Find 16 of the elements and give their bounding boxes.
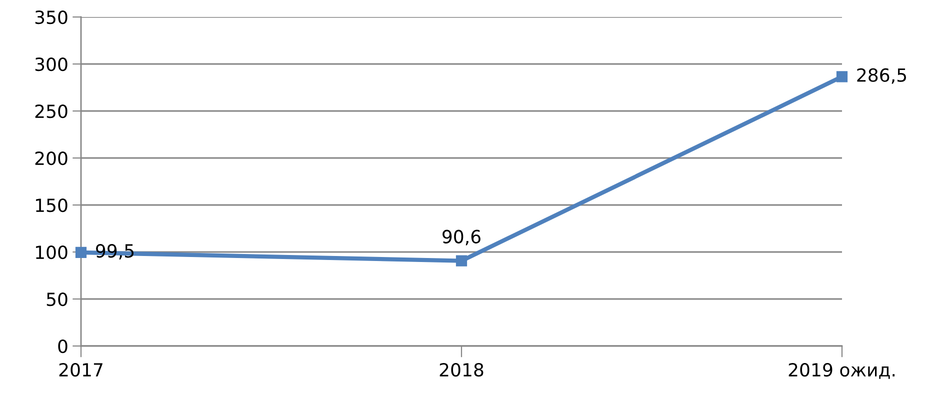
data-label: 286,5 (857, 68, 906, 84)
y-tick-label: 100 (36, 245, 68, 260)
x-tick-label: 2019 ожид. (788, 362, 895, 379)
x-tick-label: 2018 (440, 362, 484, 377)
y-tick-label: 350 (35, 10, 68, 24)
y-tick-label: 250 (35, 104, 68, 118)
x-tick-label: 2017 (59, 362, 102, 377)
y-tick-label: 200 (35, 151, 68, 166)
y-tick-label: 50 (46, 292, 68, 306)
data-label: 90,6 (442, 230, 480, 246)
y-tick-label: 0 (58, 339, 68, 354)
y-tick-label: 300 (35, 57, 68, 72)
point (75, 246, 87, 258)
point (836, 71, 848, 82)
y-tick-label: 150 (36, 198, 68, 212)
point (456, 255, 468, 266)
